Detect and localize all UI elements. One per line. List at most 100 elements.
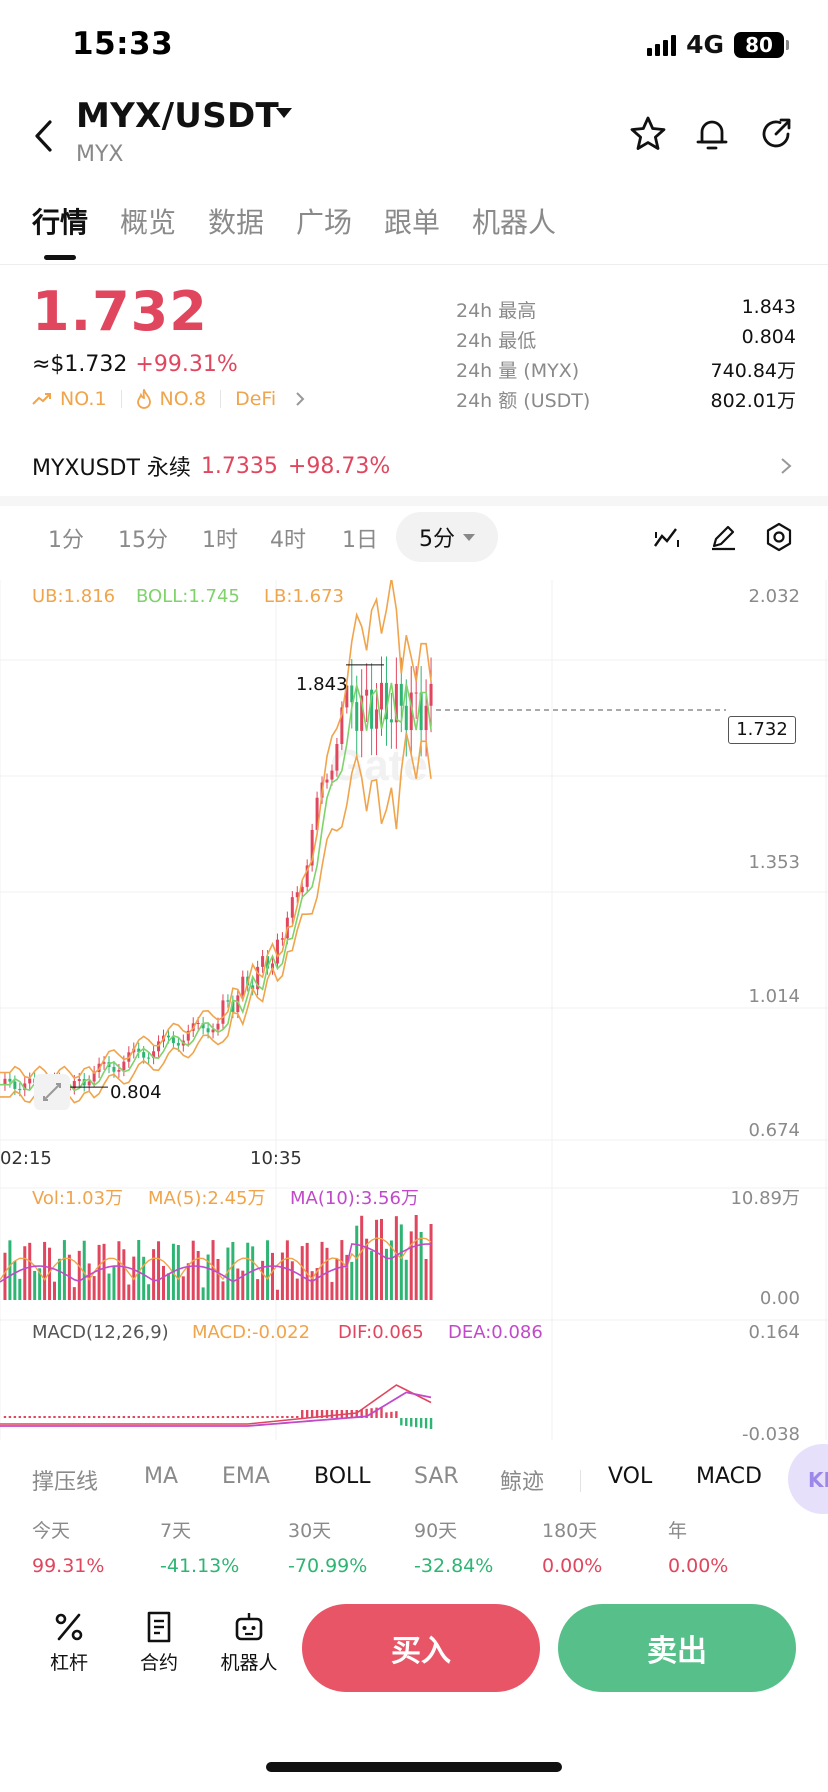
tf-4h[interactable]: 4时 <box>270 528 306 553</box>
tabs-divider <box>0 264 828 265</box>
tf-1m[interactable]: 1分 <box>48 528 84 553</box>
volume-bar <box>152 1249 156 1300</box>
ind-support[interactable]: 撑压线 <box>32 1470 99 1495</box>
macd-hist-bar <box>221 1416 225 1418</box>
macd-hist-bar <box>33 1416 36 1418</box>
candle-body <box>23 1083 27 1091</box>
stat-low: 24h 最低 0.804 <box>456 326 796 352</box>
ind-vol[interactable]: VOL <box>608 1464 653 1489</box>
tab-copy-trade[interactable]: 跟单 <box>384 206 441 239</box>
tab-square[interactable]: 广场 <box>296 206 353 239</box>
macd-hist-bar <box>266 1416 269 1418</box>
volume-bar <box>166 1273 170 1300</box>
assistant-float-button[interactable]: KD <box>788 1444 828 1514</box>
tf-15m[interactable]: 15分 <box>118 528 168 553</box>
back-icon[interactable] <box>30 116 60 156</box>
kline-canvas[interactable]: Gate <box>0 580 828 1450</box>
settings-icon[interactable] <box>764 522 794 552</box>
volume-bar <box>370 1250 374 1300</box>
volume-bar <box>201 1287 205 1300</box>
volume-bar <box>355 1225 359 1300</box>
star-icon[interactable] <box>628 114 668 154</box>
sell-button[interactable]: 卖出 <box>558 1604 796 1692</box>
robot-icon <box>235 1613 263 1641</box>
share-icon[interactable] <box>756 114 796 154</box>
tf-1d[interactable]: 1日 <box>342 528 378 553</box>
volume-bar <box>181 1276 185 1300</box>
candle-body <box>414 692 418 694</box>
percent-icon <box>55 1613 83 1641</box>
tf-1h[interactable]: 1时 <box>202 528 238 553</box>
candle-body <box>13 1081 17 1089</box>
draw-icon[interactable] <box>708 522 738 552</box>
macd-hist-bar <box>400 1418 403 1426</box>
volume-bar <box>380 1218 383 1300</box>
macd-hist-bar <box>87 1416 91 1418</box>
candle-body <box>147 1057 151 1059</box>
tab-bots[interactable]: 机器人 <box>472 206 557 239</box>
tf-5m-dropdown[interactable]: 5分 <box>396 512 498 562</box>
battery-level: 80 <box>745 32 773 57</box>
volume-bar <box>335 1258 339 1300</box>
ind-ma[interactable]: MA <box>144 1464 179 1489</box>
ind-sar[interactable]: SAR <box>414 1464 459 1489</box>
pair-dropdown-icon[interactable] <box>276 108 292 118</box>
expand-icon[interactable] <box>34 1074 70 1110</box>
volume-bar <box>330 1281 334 1300</box>
macd-hist-bar <box>102 1416 106 1418</box>
candle-body <box>226 1000 230 1002</box>
macd-hist-bar <box>414 1418 418 1428</box>
volume-bar <box>13 1261 17 1300</box>
perpetual-row[interactable]: MYXUSDT 永续 1.7335 +98.73% <box>32 448 796 484</box>
rank-row[interactable]: NO.1 NO.8 DeFi <box>32 388 306 410</box>
performance-value: 99.31% <box>32 1555 105 1577</box>
bell-icon[interactable] <box>692 114 732 154</box>
macd-hist-bar <box>23 1416 26 1418</box>
indicator-icon[interactable] <box>652 522 682 552</box>
leverage-button[interactable]: 杠杆 <box>34 1610 104 1675</box>
signal-icon <box>647 34 677 56</box>
vol-ma5-line <box>0 1237 432 1282</box>
tab-market[interactable]: 行情 <box>32 206 89 239</box>
buy-button[interactable]: 买入 <box>302 1604 540 1692</box>
macd-hist-bar <box>206 1416 210 1418</box>
volume-bar <box>256 1279 260 1300</box>
volume-bar <box>375 1219 379 1300</box>
macd-hist-bar <box>147 1416 150 1418</box>
ind-whale[interactable]: 鲸迹 <box>500 1470 545 1495</box>
candle-body <box>28 1078 32 1084</box>
candle-body <box>280 938 284 940</box>
last-price-tag: 1.732 <box>728 716 796 744</box>
kline-chart[interactable]: Gate UB:1.816 BOLL:1.745 LB:1.673 2.032 … <box>0 580 828 1450</box>
candle-body <box>409 692 413 731</box>
macd-hist-bar <box>241 1416 244 1418</box>
tab-data[interactable]: 数据 <box>208 206 265 239</box>
contract-button[interactable]: 合约 <box>124 1610 194 1675</box>
candle-body <box>77 1079 81 1082</box>
ind-macd[interactable]: MACD <box>696 1464 762 1489</box>
perp-change: +98.73% <box>287 453 391 479</box>
ind-boll[interactable]: BOLL <box>314 1464 371 1489</box>
volume-bar <box>231 1242 235 1300</box>
macd-hist-bar <box>281 1416 284 1418</box>
macd-hist-bar <box>43 1416 46 1418</box>
macd-hist-bar <box>419 1418 423 1428</box>
ind-ema[interactable]: EMA <box>222 1464 270 1489</box>
robot-button[interactable]: 机器人 <box>214 1610 284 1675</box>
candle-body <box>271 963 274 969</box>
candle-body <box>201 1023 205 1029</box>
y-tick: 2.032 <box>748 586 800 607</box>
macd-hist-bar <box>291 1416 294 1418</box>
macd-hist-bar <box>211 1416 215 1418</box>
tab-overview[interactable]: 概览 <box>120 206 177 239</box>
candle-body <box>8 1078 12 1082</box>
macd-hist-bar <box>390 1411 393 1418</box>
y-tick: 0.674 <box>748 1120 800 1141</box>
performance-item: 7天 -41.13% <box>160 1516 239 1577</box>
volume-bar <box>226 1247 230 1300</box>
home-indicator <box>266 1762 562 1772</box>
macd-hist-bar <box>380 1407 383 1418</box>
candle-body <box>429 683 433 706</box>
pair-title[interactable]: MYX/USDT <box>76 96 279 136</box>
candle-body <box>370 689 374 729</box>
